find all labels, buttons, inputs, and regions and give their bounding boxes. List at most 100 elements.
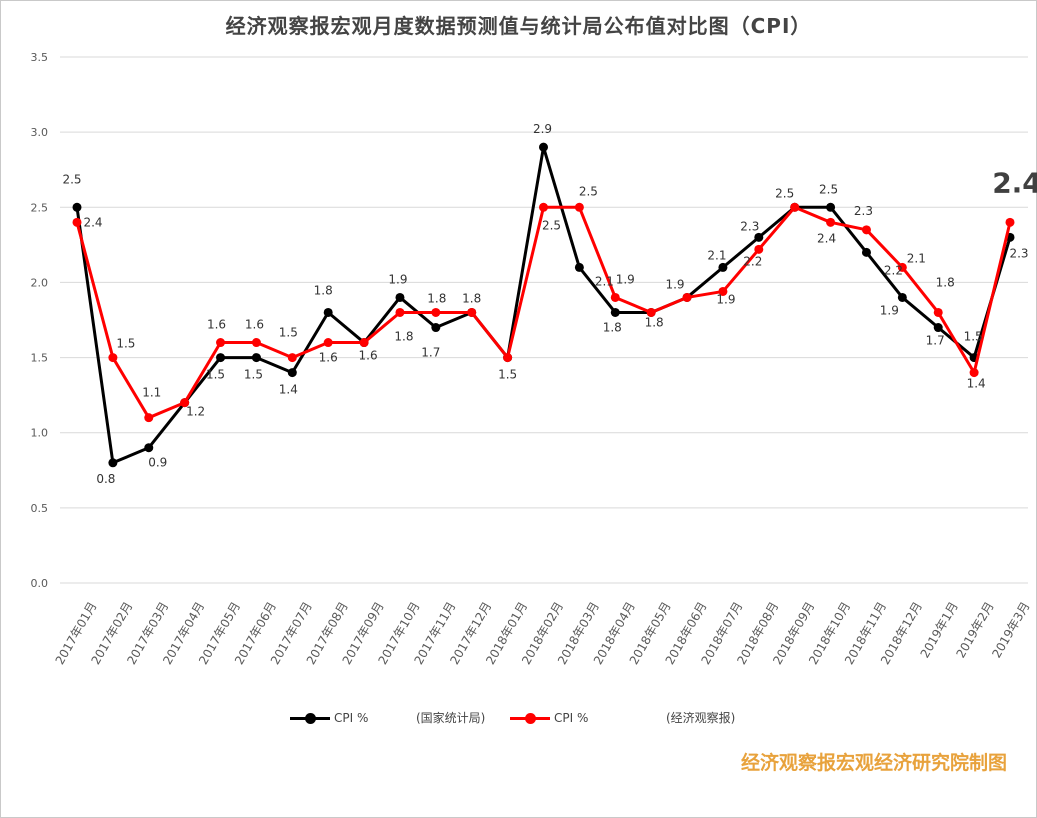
data-label-forecast: 2.4 [992, 166, 1037, 199]
data-label-official: 0.9 [148, 456, 167, 470]
data-label-official: 2.5 [819, 182, 838, 196]
data-label-forecast: 2.4 [817, 231, 836, 245]
point-official [826, 202, 836, 212]
legend-label: CPI % [334, 711, 369, 725]
point-forecast [251, 338, 261, 348]
data-label-official: 1.7 [421, 346, 440, 360]
y-tick-label: 2.0 [31, 276, 49, 289]
data-label-official: 1.4 [279, 383, 298, 397]
y-tick-label: 3.0 [31, 126, 49, 139]
point-forecast [395, 307, 405, 317]
point-forecast [144, 413, 154, 423]
data-label-official: 2.9 [533, 122, 552, 136]
x-tick-label: 2019年3月 [989, 600, 1032, 661]
data-label-official: 1.7 [926, 334, 945, 348]
data-label-official: 1.9 [880, 303, 899, 317]
point-forecast [359, 338, 369, 348]
data-label-forecast: 1.5 [279, 326, 298, 340]
point-forecast [826, 217, 836, 227]
data-label-official: 1.8 [603, 320, 622, 334]
y-axis-ticks: 0.0 0.5 1.0 1.5 2.0 2.5 3.0 3.5 [31, 51, 49, 590]
data-label-official: 2.1 [707, 248, 726, 262]
point-official [718, 262, 728, 272]
data-label-forecast: 2.1 [907, 251, 926, 265]
point-official [108, 458, 118, 468]
point-official [610, 307, 620, 317]
point-official [395, 292, 405, 302]
legend-red-dot-icon [525, 713, 536, 724]
point-official [287, 368, 297, 378]
y-tick-label: 3.5 [31, 51, 49, 64]
data-label-official: 2.3 [740, 219, 759, 233]
point-forecast [861, 225, 871, 235]
point-forecast [610, 292, 620, 302]
data-label-forecast: 1.6 [319, 351, 338, 365]
data-label-official: 1.9 [388, 272, 407, 286]
data-label-official: 1.8 [314, 283, 333, 297]
x-axis-ticks: 2017年01月2017年02月2017年03月2017年04月2017年05月… [53, 600, 1033, 667]
y-tick-label: 0.0 [31, 577, 49, 590]
point-forecast [323, 338, 333, 348]
point-forecast [646, 307, 656, 317]
data-label-forecast: 2.3 [854, 204, 873, 218]
point-official [933, 323, 943, 333]
data-label-official: 2.5 [62, 172, 81, 186]
point-forecast [180, 398, 190, 408]
point-forecast [969, 368, 979, 378]
data-label-forecast: 1.4 [967, 377, 986, 391]
data-label-forecast: 1.6 [245, 318, 264, 332]
data-label-forecast: 1.2 [186, 405, 205, 419]
point-forecast [933, 307, 943, 317]
data-label-official: 1.5 [206, 368, 225, 382]
y-tick-label: 1.0 [31, 427, 49, 440]
legend-black-dot-icon [305, 713, 316, 724]
legend-label: CPI % [554, 711, 589, 725]
series-line-official [75, 145, 1012, 465]
point-forecast [287, 353, 297, 363]
data-label-official: 2.1 [595, 274, 614, 288]
point-official [251, 353, 261, 363]
data-label-forecast: 1.9 [716, 292, 735, 306]
point-official [897, 292, 907, 302]
data-label-forecast: 1.8 [394, 329, 413, 343]
y-tick-label: 0.5 [31, 502, 49, 515]
data-label-official: 1.5 [244, 368, 263, 382]
point-official [431, 323, 441, 333]
data-label-official: 1.9 [665, 277, 684, 291]
point-forecast [216, 338, 226, 348]
point-forecast [897, 262, 907, 272]
y-tick-label: 1.5 [31, 352, 49, 365]
point-forecast [431, 307, 441, 317]
data-labels: 2.5 0.8 0.9 1.5 1.5 1.4 1.8 1.9 1.7 1.5 2.9 2.1 1.8 1… [62, 122, 1037, 486]
chart-title: 经济观察报宏观月度数据预测值与统计局公布值对比图（CPI） [225, 14, 812, 38]
point-forecast [539, 202, 548, 212]
credit-text: 经济观察报宏观经济研究院制图 [740, 752, 1007, 774]
data-label-forecast: 2.4 [83, 215, 102, 229]
data-label-forecast: 1.8 [462, 291, 481, 305]
data-label-official: 1.5 [964, 330, 983, 344]
point-forecast [718, 286, 728, 296]
point-forecast [503, 353, 513, 363]
legend-source: (国家统计局) [416, 711, 486, 725]
data-label-forecast: 1.6 [207, 318, 226, 332]
point-forecast [790, 202, 800, 212]
data-label-forecast: 1.5 [116, 337, 135, 351]
data-label-official: 1.5 [498, 368, 517, 382]
data-label-forecast: 1.9 [616, 272, 635, 286]
point-official [539, 142, 548, 152]
data-label-forecast: 1.8 [936, 275, 955, 289]
series-line-forecast [75, 205, 1012, 420]
point-official [754, 232, 764, 242]
point-forecast [1005, 217, 1015, 227]
data-label-forecast: 2.5 [579, 184, 598, 198]
data-label-forecast: 2.2 [743, 254, 762, 268]
point-forecast [108, 353, 118, 363]
data-label-forecast: 1.6 [359, 349, 378, 363]
point-official [323, 307, 333, 317]
data-label-official: 2.2 [884, 263, 903, 277]
y-tick-label: 2.5 [31, 201, 49, 214]
point-official [861, 247, 871, 257]
data-label-official: 0.8 [96, 472, 115, 486]
legend-source: (经济观察报) [666, 711, 736, 725]
